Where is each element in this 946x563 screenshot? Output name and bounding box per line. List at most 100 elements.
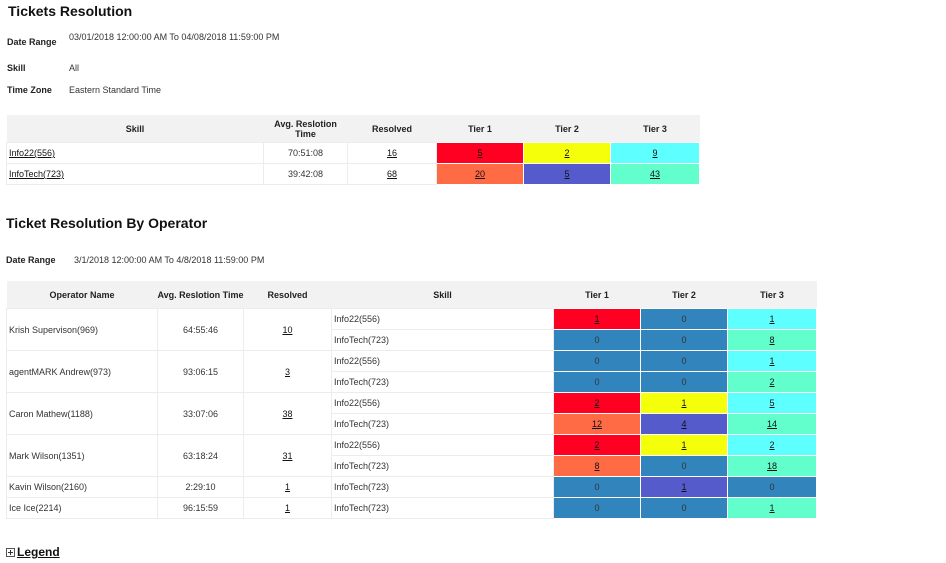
tier3-cell: 5	[727, 392, 817, 414]
tier2-value: 0	[681, 335, 687, 345]
operator-row: Kavin Wilson(2160) 2:29:10 1 InfoTech(723) 0…	[6, 476, 817, 498]
tier1-cell: 2	[553, 392, 641, 414]
tier1-link[interactable]: 8	[594, 461, 600, 471]
tier2-cell: 0	[640, 329, 728, 351]
tier2-link[interactable]: 1	[681, 440, 687, 450]
avg-time-cell: 39:42:08	[263, 163, 348, 185]
resolved-link[interactable]: 38	[282, 408, 293, 419]
tier3-link[interactable]: 1	[769, 356, 775, 366]
tier3-link[interactable]: 14	[766, 419, 777, 429]
tier2-value: 0	[681, 377, 687, 387]
tier3-link[interactable]: 2	[769, 440, 775, 450]
tier3-link[interactable]: 1	[769, 503, 775, 513]
tier2-link[interactable]: 1	[681, 398, 687, 408]
skill-cell: InfoTech(723)	[331, 371, 554, 393]
avg-time-cell: 70:51:08	[263, 142, 348, 164]
tier1-value: 0	[594, 356, 600, 366]
tier2-cell: 4	[640, 413, 728, 435]
tier3-link[interactable]: 9	[652, 148, 658, 158]
summary-row: InfoTech(723) 39:42:08 68 20 5 43	[6, 163, 700, 185]
avg-time-cell: 93:06:15	[157, 350, 244, 393]
col-header-tier3: Tier 3	[727, 281, 817, 309]
tier3-link[interactable]: 5	[769, 398, 775, 408]
operator-row: InfoTech(723) 0 0 2	[7, 371, 817, 393]
tier2-value: 0	[681, 314, 687, 324]
tier1-cell: 0	[553, 371, 641, 393]
tier3-cell: 43	[610, 163, 700, 185]
resolved-link[interactable]: 16	[386, 148, 397, 158]
tier3-link[interactable]: 43	[649, 169, 660, 179]
operator-name-cell: agentMARK Andrew(973)	[6, 350, 158, 393]
tier3-cell: 2	[727, 371, 817, 393]
timezone-value: Eastern Standard Time	[69, 85, 162, 95]
tier1-cell: 1	[553, 308, 641, 330]
legend-link[interactable]: Legend	[17, 545, 60, 559]
avg-time-cell: 33:07:06	[157, 392, 244, 435]
resolved-link[interactable]: 31	[282, 450, 293, 461]
col-header-tier3: Tier 3	[610, 115, 700, 143]
resolved-link[interactable]: 1	[284, 503, 290, 513]
operator-name-cell: Caron Mathew(1188)	[6, 392, 158, 435]
tier1-cell: 8	[553, 455, 641, 477]
resolved-cell: 68	[347, 163, 437, 185]
tier1-cell: 0	[553, 329, 641, 351]
tier2-link[interactable]: 1	[681, 482, 687, 492]
tier3-cell: 1	[727, 497, 817, 519]
tier1-link[interactable]: 2	[594, 440, 600, 450]
tier3-link[interactable]: 8	[769, 335, 775, 345]
tier2-link[interactable]: 5	[564, 169, 570, 179]
tier2-value: 0	[681, 461, 687, 471]
resolved-link[interactable]: 68	[386, 169, 397, 179]
tier3-link[interactable]: 2	[769, 377, 775, 387]
tier3-link[interactable]: 18	[766, 461, 777, 471]
resolved-cell: 1	[243, 476, 332, 498]
tier2-cell: 0	[640, 308, 728, 330]
tier3-cell: 2	[727, 434, 817, 456]
tier3-cell: 18	[727, 455, 817, 477]
operator-section-title: Ticket Resolution By Operator	[6, 215, 208, 231]
tier1-link[interactable]: 5	[477, 148, 483, 158]
operator-header-row: Operator Name Avg. Reslotion Time Resolv…	[6, 281, 817, 309]
resolved-link[interactable]: 10	[282, 324, 293, 335]
tier3-cell: 0	[727, 476, 817, 498]
col-header-tier2: Tier 2	[640, 281, 728, 309]
skill-link[interactable]: InfoTech(723)	[9, 169, 65, 179]
tier3-link[interactable]: 1	[769, 314, 775, 324]
tier1-value: 0	[594, 377, 600, 387]
tier1-cell: 20	[436, 163, 524, 185]
col-header-resolved: Resolved	[347, 115, 437, 143]
tier1-cell: 5	[436, 142, 524, 164]
col-header-avg-time: Avg. Reslotion Time	[157, 281, 244, 309]
operator-date-range-value: 3/1/2018 12:00:00 AM To 4/8/2018 11:59:0…	[74, 255, 265, 265]
tier2-value: 0	[681, 356, 687, 366]
expand-plus-icon[interactable]	[6, 547, 15, 557]
tier1-cell: 0	[553, 476, 641, 498]
tier3-cell: 8	[727, 329, 817, 351]
tier2-link[interactable]: 4	[681, 419, 687, 429]
col-header-avg-time: Avg. Reslotion Time	[263, 115, 348, 143]
operator-row: InfoTech(723) 0 0 8	[7, 329, 817, 351]
tier3-value: 0	[769, 482, 775, 492]
col-header-resolved: Resolved	[243, 281, 332, 309]
resolved-link[interactable]: 1	[284, 482, 290, 492]
avg-time-cell: 2:29:10	[157, 476, 244, 498]
resolved-link[interactable]: 3	[284, 366, 290, 377]
skill-cell: InfoTech(723)	[331, 455, 554, 477]
tier2-cell: 1	[640, 434, 728, 456]
tier2-cell: 0	[640, 350, 728, 372]
tier3-cell: 1	[727, 308, 817, 330]
operator-row: agentMARK Andrew(973) 93:06:15 3 Info22(556…	[6, 350, 817, 393]
operator-name-cell: Ice Ice(2214)	[6, 497, 158, 519]
tier1-value: 0	[594, 482, 600, 492]
tier1-link[interactable]: 1	[594, 314, 600, 324]
skill-cell: InfoTech(723)	[6, 163, 264, 185]
tier2-cell: 0	[640, 371, 728, 393]
skill-link[interactable]: Info22(556)	[9, 148, 56, 158]
tier1-link[interactable]: 20	[474, 169, 485, 179]
legend-toggle[interactable]: Legend	[6, 545, 60, 559]
tier2-cell: 2	[523, 142, 611, 164]
tier1-link[interactable]: 12	[591, 419, 602, 429]
skill-cell: Info22(556)	[331, 350, 554, 372]
tier2-link[interactable]: 2	[564, 148, 570, 158]
tier1-link[interactable]: 2	[594, 398, 600, 408]
